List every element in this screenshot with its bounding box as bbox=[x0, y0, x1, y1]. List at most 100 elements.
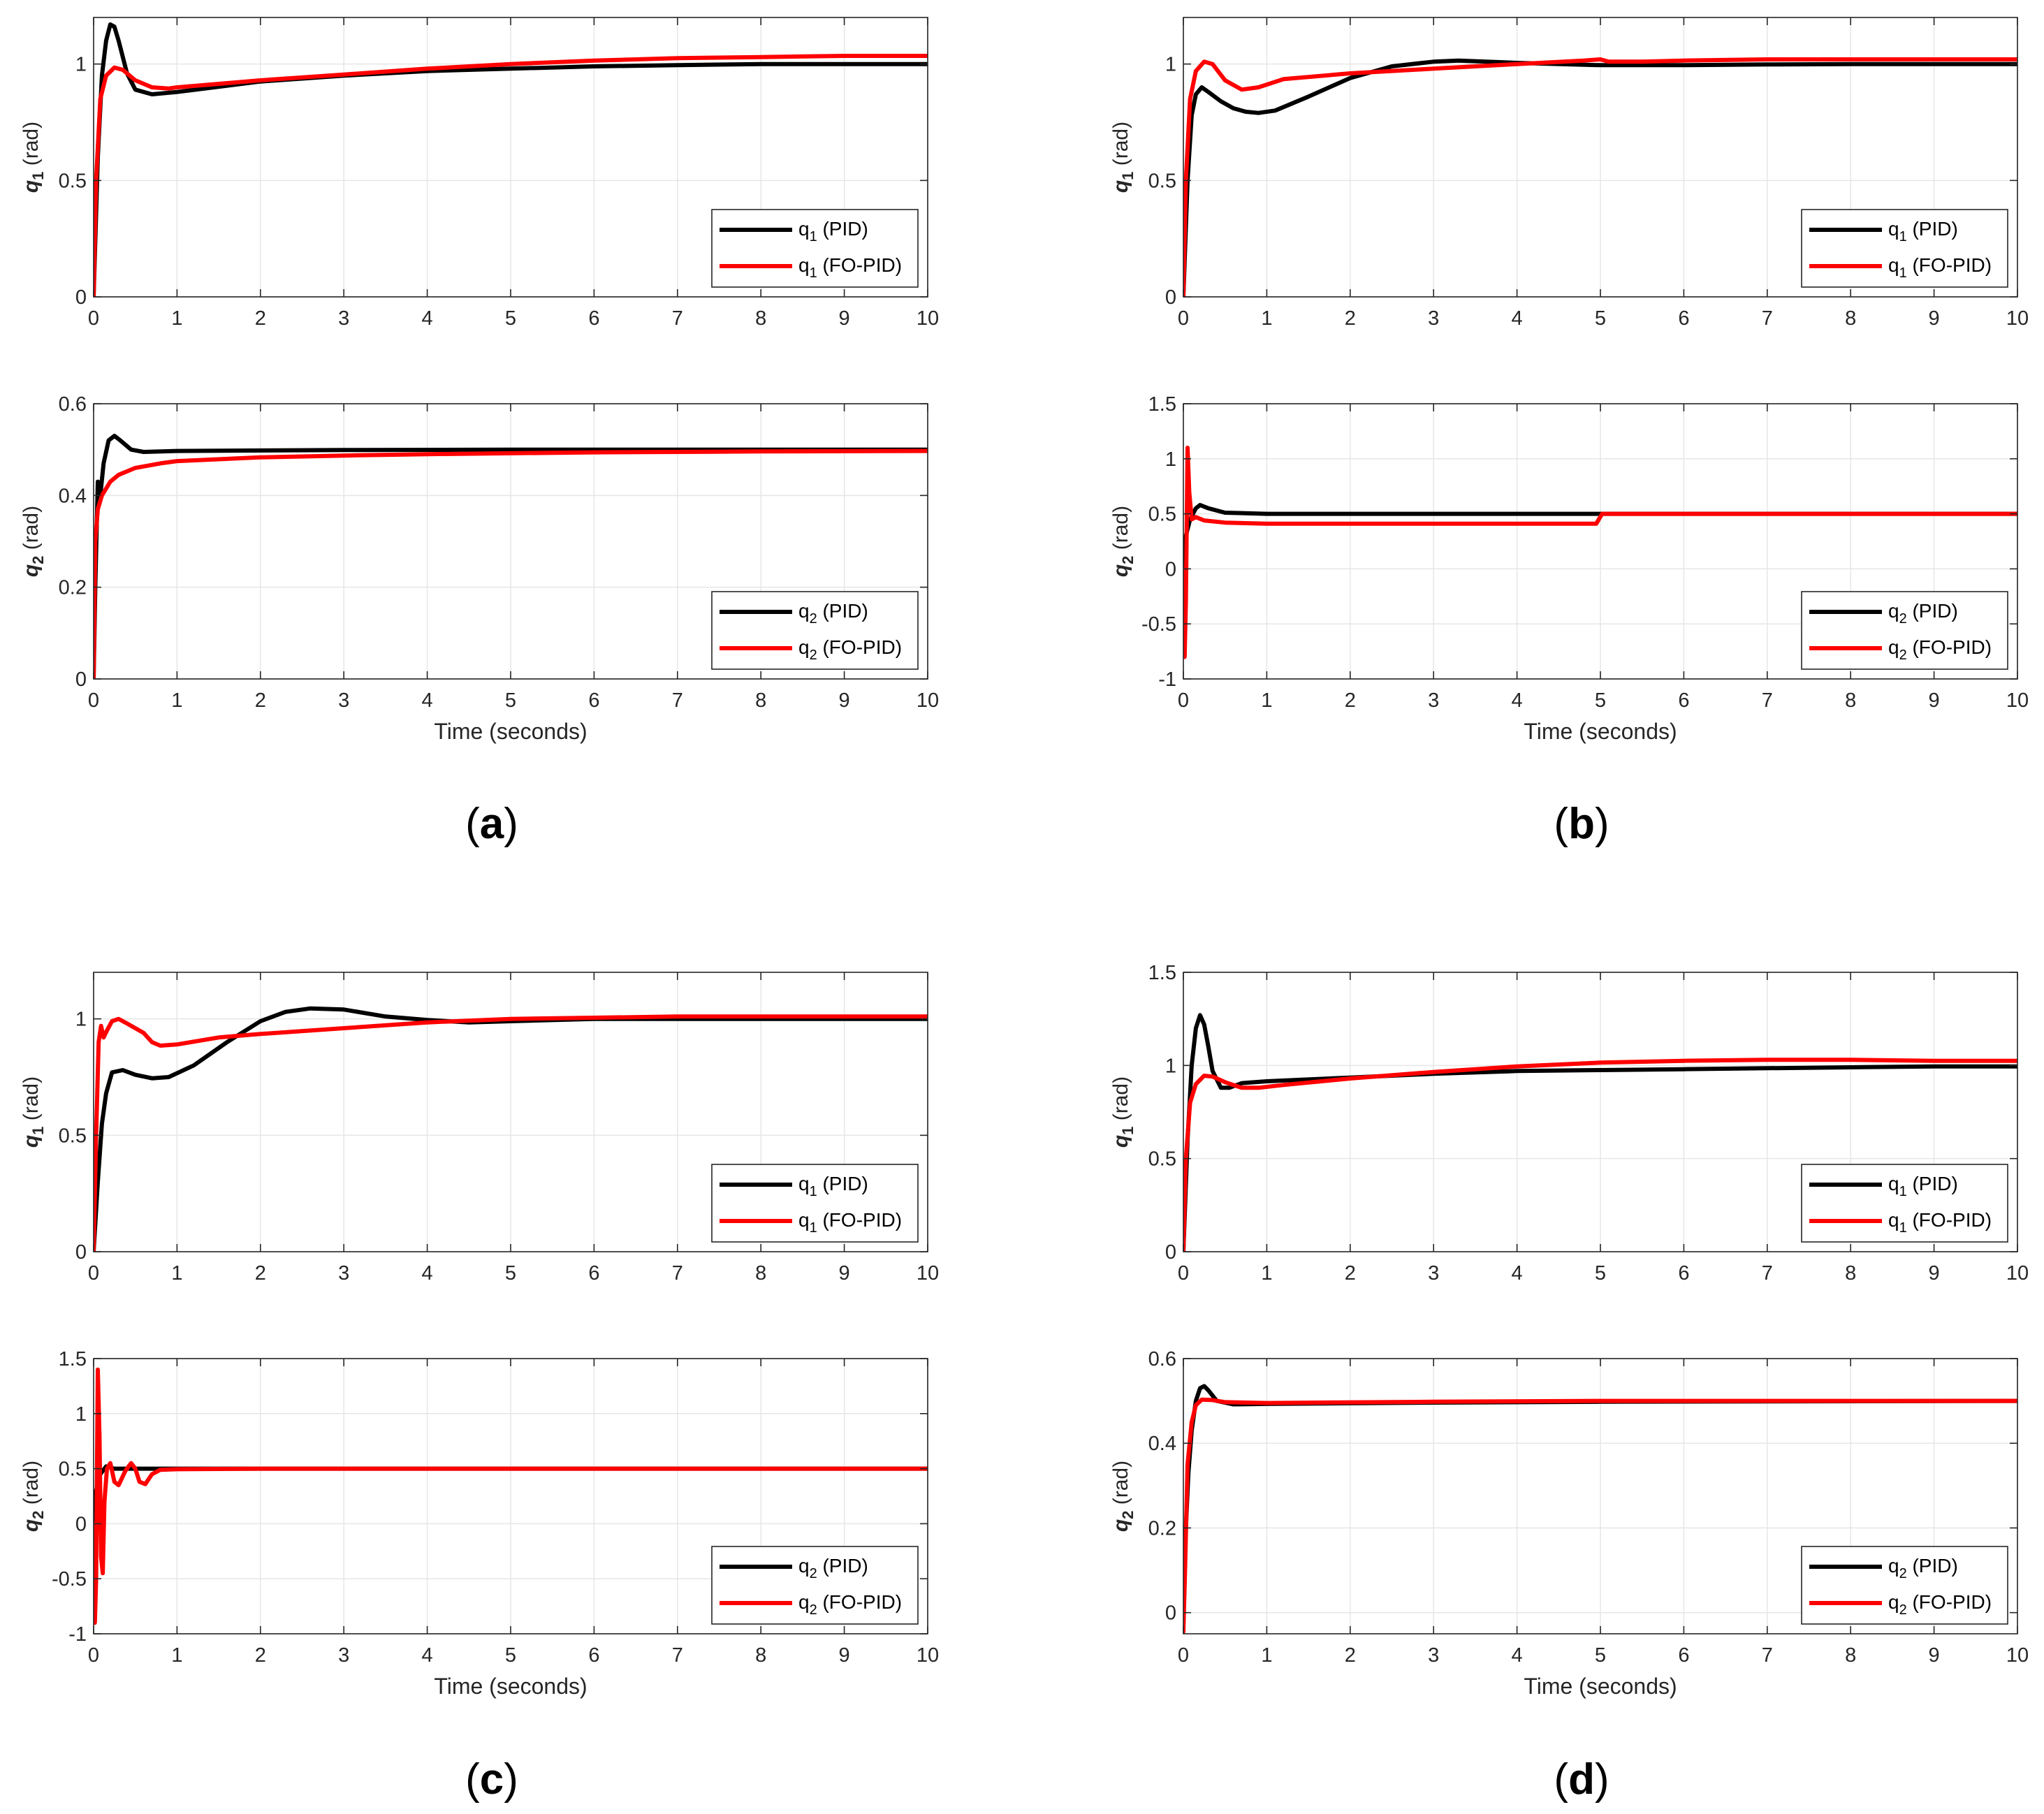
legend-entry-fo-pid: q1 (FO-PID) bbox=[798, 254, 902, 281]
x-tick-label: 2 bbox=[1345, 689, 1356, 712]
y-axis-label-unit: (rad) bbox=[1109, 506, 1132, 556]
panel-label-b: (b) bbox=[1554, 800, 1609, 848]
y-tick-label: 0 bbox=[75, 1513, 87, 1535]
panel-d-axes-1-series bbox=[1183, 1013, 2017, 1252]
x-tick-label: 2 bbox=[255, 689, 266, 712]
x-tick-label: 4 bbox=[422, 307, 433, 330]
y-tick-label: 1 bbox=[75, 1403, 87, 1426]
x-tick-label: 8 bbox=[755, 1644, 766, 1667]
legend-box bbox=[1801, 1164, 2008, 1243]
y-tick-label: -1 bbox=[68, 1623, 87, 1646]
series-line-fo-pid bbox=[1183, 57, 2017, 297]
x-tick-label: 4 bbox=[1512, 1262, 1523, 1285]
x-tick-label: 1 bbox=[1261, 1262, 1272, 1285]
panel-d-axes-1-ticks: 0 1 2 3 4 5 6 7 8 9 10 0 0.5 1 1.5 bbox=[1148, 962, 2029, 1285]
x-tick-label: 6 bbox=[588, 1262, 599, 1285]
y-axis-label-unit: (rad) bbox=[20, 506, 43, 556]
x-tick-label: 0 bbox=[88, 1644, 99, 1667]
legend-box bbox=[1801, 591, 2008, 670]
legend-box bbox=[711, 1164, 919, 1243]
x-tick-label: 7 bbox=[1762, 689, 1773, 712]
x-tick-label: 5 bbox=[1595, 1262, 1606, 1285]
y-axis-label-unit: (rad) bbox=[1109, 1461, 1132, 1511]
y-axis-label: q1 (rad) bbox=[20, 122, 47, 193]
y-tick-label: 0 bbox=[1165, 1241, 1176, 1264]
x-tick-label: 10 bbox=[917, 1262, 939, 1285]
legend-entry-fo-pid: q2 (FO-PID) bbox=[798, 1591, 902, 1618]
panel-a-axes-2-ticks: 0 1 2 3 4 5 6 7 8 9 10 0 0.2 0.4 0.6 bbox=[59, 393, 939, 712]
legend-entry-fo-pid: q2 (FO-PID) bbox=[1888, 636, 1992, 663]
y-tick-label: 0 bbox=[1165, 286, 1176, 309]
x-tick-label: 10 bbox=[917, 1644, 939, 1667]
y-tick-label: 1.5 bbox=[59, 1348, 87, 1370]
x-tick-label: 6 bbox=[1678, 307, 1689, 330]
panel-c-axes-1-series bbox=[94, 1006, 928, 1252]
x-tick-label: 9 bbox=[839, 1262, 850, 1285]
y-tick-label: 1.5 bbox=[1148, 393, 1176, 416]
x-tick-label: 5 bbox=[1595, 307, 1606, 330]
y-axis-label-sub: 2 bbox=[1119, 556, 1137, 564]
x-tick-label: 8 bbox=[1845, 689, 1856, 712]
y-axis-label: q2 (rad) bbox=[20, 506, 47, 577]
legend-entry-pid: q1 (PID) bbox=[1888, 218, 1958, 244]
y-axis-label-var: q bbox=[20, 1135, 43, 1148]
legend-entry-fo-pid: q1 (FO-PID) bbox=[1888, 1209, 1992, 1236]
y-axis-label-var: q bbox=[1109, 564, 1132, 577]
x-tick-label: 0 bbox=[1178, 689, 1189, 712]
y-tick-label: 0.6 bbox=[1148, 1348, 1176, 1370]
x-tick-label: 8 bbox=[1845, 307, 1856, 330]
x-tick-label: 2 bbox=[255, 1644, 266, 1667]
x-tick-label: 4 bbox=[1512, 1644, 1523, 1667]
legend-entry-pid: q2 (PID) bbox=[798, 600, 868, 627]
panel-a-axes-1-legend: q1 (PID) q1 (FO-PID) bbox=[711, 209, 919, 288]
y-tick-label: 0.2 bbox=[1148, 1517, 1176, 1539]
series-line-fo-pid bbox=[1183, 1058, 2017, 1252]
series-line-pid bbox=[1183, 58, 2017, 297]
panel-c-axes-2-legend: q2 (PID) q2 (FO-PID) bbox=[711, 1546, 919, 1625]
x-tick-label: 5 bbox=[505, 689, 516, 712]
x-tick-label: 7 bbox=[1762, 307, 1773, 330]
y-axis-label-sub: 1 bbox=[29, 1127, 47, 1135]
panel-d-axes-2-series bbox=[1183, 1384, 2017, 1634]
y-tick-label: 0.5 bbox=[59, 1125, 87, 1147]
x-tick-label: 8 bbox=[1845, 1262, 1856, 1285]
y-axis-label-var: q bbox=[1109, 180, 1132, 193]
x-tick-label: 4 bbox=[422, 1644, 433, 1667]
legend-entry-fo-pid: q2 (FO-PID) bbox=[798, 636, 902, 663]
x-tick-label: 9 bbox=[839, 1644, 850, 1667]
y-tick-label: 1 bbox=[1165, 54, 1176, 76]
panel-b-axes-2: 0 1 2 3 4 5 6 7 8 9 10-1-0.500.511.5q2 (rad)Time (… bbox=[1109, 393, 2029, 744]
y-axis-label-var: q bbox=[1109, 1135, 1132, 1148]
y-tick-label: 0.5 bbox=[1148, 1148, 1176, 1171]
y-tick-label: 0 bbox=[75, 668, 87, 691]
x-tick-label: 3 bbox=[338, 307, 349, 330]
x-tick-label: 8 bbox=[755, 1262, 766, 1285]
x-tick-label: 0 bbox=[1178, 1262, 1189, 1285]
legend-entry-pid: q1 (PID) bbox=[798, 218, 868, 244]
y-axis-label-unit: (rad) bbox=[20, 1461, 43, 1511]
legend-entry-fo-pid: q1 (FO-PID) bbox=[1888, 254, 1992, 281]
y-tick-label: 0.2 bbox=[59, 577, 87, 599]
y-axis-label-sub: 2 bbox=[1119, 1511, 1137, 1519]
y-tick-label: 0 bbox=[1165, 1602, 1176, 1625]
x-tick-label: 10 bbox=[2006, 1644, 2029, 1667]
x-tick-label: 7 bbox=[1762, 1262, 1773, 1285]
series-line-fo-pid bbox=[94, 1014, 928, 1252]
legend-box bbox=[1801, 209, 2008, 288]
y-axis-label: q1 (rad) bbox=[1109, 1076, 1137, 1148]
y-axis-label: q2 (rad) bbox=[20, 1461, 47, 1532]
y-axis-label: q2 (rad) bbox=[1109, 1461, 1137, 1532]
y-axis-label-sub: 1 bbox=[1119, 172, 1137, 180]
x-tick-label: 3 bbox=[1428, 307, 1439, 330]
x-tick-label: 1 bbox=[171, 307, 182, 330]
x-tick-label: 1 bbox=[171, 689, 182, 712]
y-axis-label-unit: (rad) bbox=[1109, 1076, 1132, 1127]
x-tick-label: 9 bbox=[1929, 689, 1940, 712]
panel-b-axes-1-series bbox=[1183, 57, 2017, 297]
x-tick-label: 3 bbox=[338, 1262, 349, 1285]
